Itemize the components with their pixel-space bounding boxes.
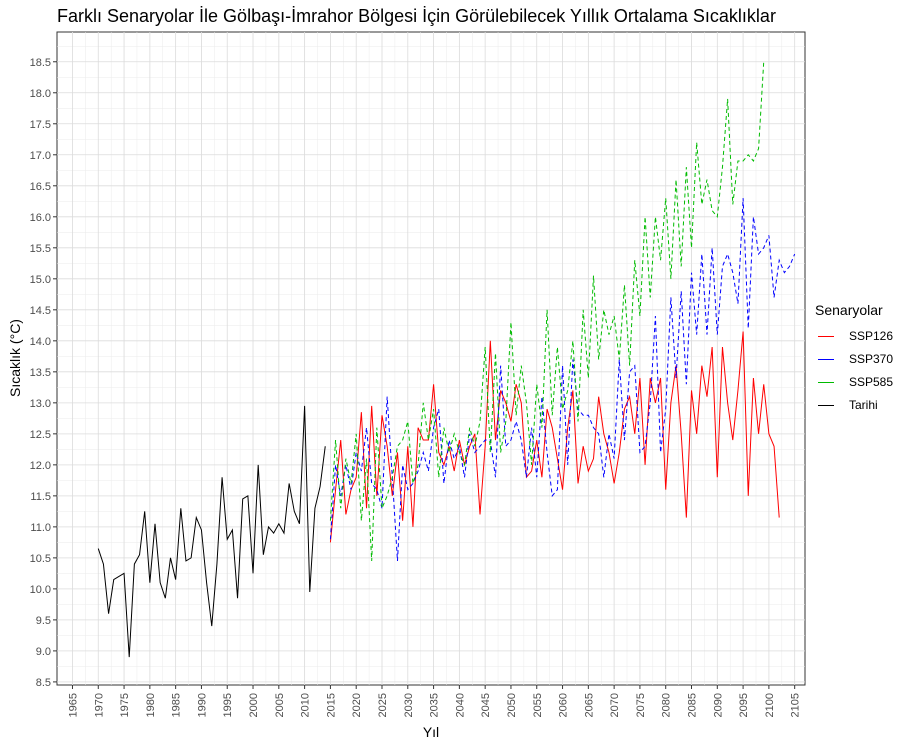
x-tick-label: 1965 bbox=[67, 693, 79, 717]
legend-label-ssp370: SSP370 bbox=[849, 351, 894, 366]
y-tick-label: 18.0 bbox=[30, 88, 51, 100]
legend-label-tarihi: Tarihi bbox=[849, 397, 878, 412]
x-tick-label: 2100 bbox=[764, 693, 776, 717]
legend-key-ssp126 bbox=[815, 330, 837, 342]
x-tick-label: 2070 bbox=[609, 693, 621, 717]
y-tick-label: 11.5 bbox=[30, 491, 51, 503]
y-tick-label: 9.5 bbox=[36, 615, 51, 627]
x-tick-label: 2020 bbox=[351, 693, 363, 717]
series-line-tarihi bbox=[97, 405, 326, 658]
legend-item-ssp585: SSP585 bbox=[815, 370, 893, 393]
series-line-ssp370 bbox=[329, 198, 796, 562]
x-tick-label: 2015 bbox=[325, 693, 337, 717]
legend-item-tarihi: Tarihi bbox=[815, 393, 893, 416]
series-lines bbox=[97, 61, 796, 658]
x-tick-label: 1980 bbox=[145, 693, 157, 717]
x-tick-label: 1970 bbox=[93, 693, 105, 717]
x-tick-label: 1995 bbox=[222, 693, 234, 717]
x-axis-label: Yıl bbox=[423, 724, 439, 740]
x-tick-label: 2040 bbox=[454, 693, 466, 717]
x-tick-label: 2075 bbox=[635, 693, 647, 717]
x-tick-label: 2095 bbox=[738, 693, 750, 717]
y-tick-label: 14.5 bbox=[30, 305, 51, 317]
y-tick-label: 12.5 bbox=[30, 429, 51, 441]
x-tick-label: 2105 bbox=[790, 693, 802, 717]
y-tick-label: 10.0 bbox=[30, 584, 51, 596]
y-tick-label: 13.0 bbox=[30, 398, 51, 410]
legend-key-ssp585 bbox=[815, 376, 837, 388]
series-line-ssp126 bbox=[329, 331, 780, 543]
legend-key-ssp370 bbox=[815, 353, 837, 365]
x-tick-label: 2005 bbox=[274, 693, 286, 717]
x-tick-label: 2035 bbox=[429, 693, 441, 717]
x-tick-label: 2090 bbox=[712, 693, 724, 717]
x-tick-label: 2045 bbox=[480, 693, 492, 717]
grid bbox=[57, 32, 805, 685]
y-tick-label: 15.5 bbox=[30, 243, 51, 255]
series-line-ssp585 bbox=[329, 61, 765, 561]
legend-key-tarihi bbox=[815, 399, 837, 411]
x-tick-label: 2080 bbox=[661, 693, 673, 717]
x-tick-label: 2000 bbox=[248, 693, 260, 717]
y-tick-label: 12.0 bbox=[30, 460, 51, 472]
y-tick-label: 10.5 bbox=[30, 553, 51, 565]
y-tick-label: 8.5 bbox=[36, 677, 51, 689]
x-tick-label: 1985 bbox=[171, 693, 183, 717]
y-tick-label: 14.0 bbox=[30, 336, 51, 348]
y-tick-label: 17.5 bbox=[30, 119, 51, 131]
x-tick-label: 2050 bbox=[506, 693, 518, 717]
legend-title: Senaryolar bbox=[815, 302, 883, 318]
x-tick-label: 2055 bbox=[532, 693, 544, 717]
legend-item-ssp370: SSP370 bbox=[815, 347, 893, 370]
x-tick-label: 2010 bbox=[300, 693, 312, 717]
y-tick-label: 9.0 bbox=[36, 646, 51, 658]
x-tick-label: 2060 bbox=[558, 693, 570, 717]
y-tick-label: 16.0 bbox=[30, 212, 51, 224]
y-tick-label: 18.5 bbox=[30, 57, 51, 69]
legend-item-ssp126: SSP126 bbox=[815, 324, 893, 347]
x-tick-label: 2085 bbox=[687, 693, 699, 717]
x-tick-label: 2065 bbox=[583, 693, 595, 717]
x-tick-label: 2030 bbox=[403, 693, 415, 717]
x-tick-label: 1990 bbox=[196, 693, 208, 717]
y-tick-label: 15.0 bbox=[30, 274, 51, 286]
chart-title: Farklı Senaryolar İle Gölbaşı-İmrahor Bö… bbox=[57, 6, 776, 26]
legend-label-ssp585: SSP585 bbox=[849, 374, 894, 389]
y-tick-label: 16.5 bbox=[30, 181, 51, 193]
legend-label-ssp126: SSP126 bbox=[849, 328, 894, 343]
y-tick-label: 11.0 bbox=[30, 522, 51, 534]
legend: Senaryolar SSP126 SSP370 SSP585 Tarihi bbox=[815, 302, 893, 416]
x-tick-label: 2025 bbox=[377, 693, 389, 717]
y-tick-label: 17.0 bbox=[30, 150, 51, 162]
y-axis-label: Sıcaklık (°C) bbox=[7, 319, 23, 397]
y-tick-label: 13.5 bbox=[30, 367, 51, 379]
axes: 1965 1970 1975 1980 1985 1990 1995 2000 2005 2010… bbox=[30, 57, 802, 718]
x-tick-label: 1975 bbox=[119, 693, 131, 717]
plot-panel bbox=[56, 31, 806, 686]
